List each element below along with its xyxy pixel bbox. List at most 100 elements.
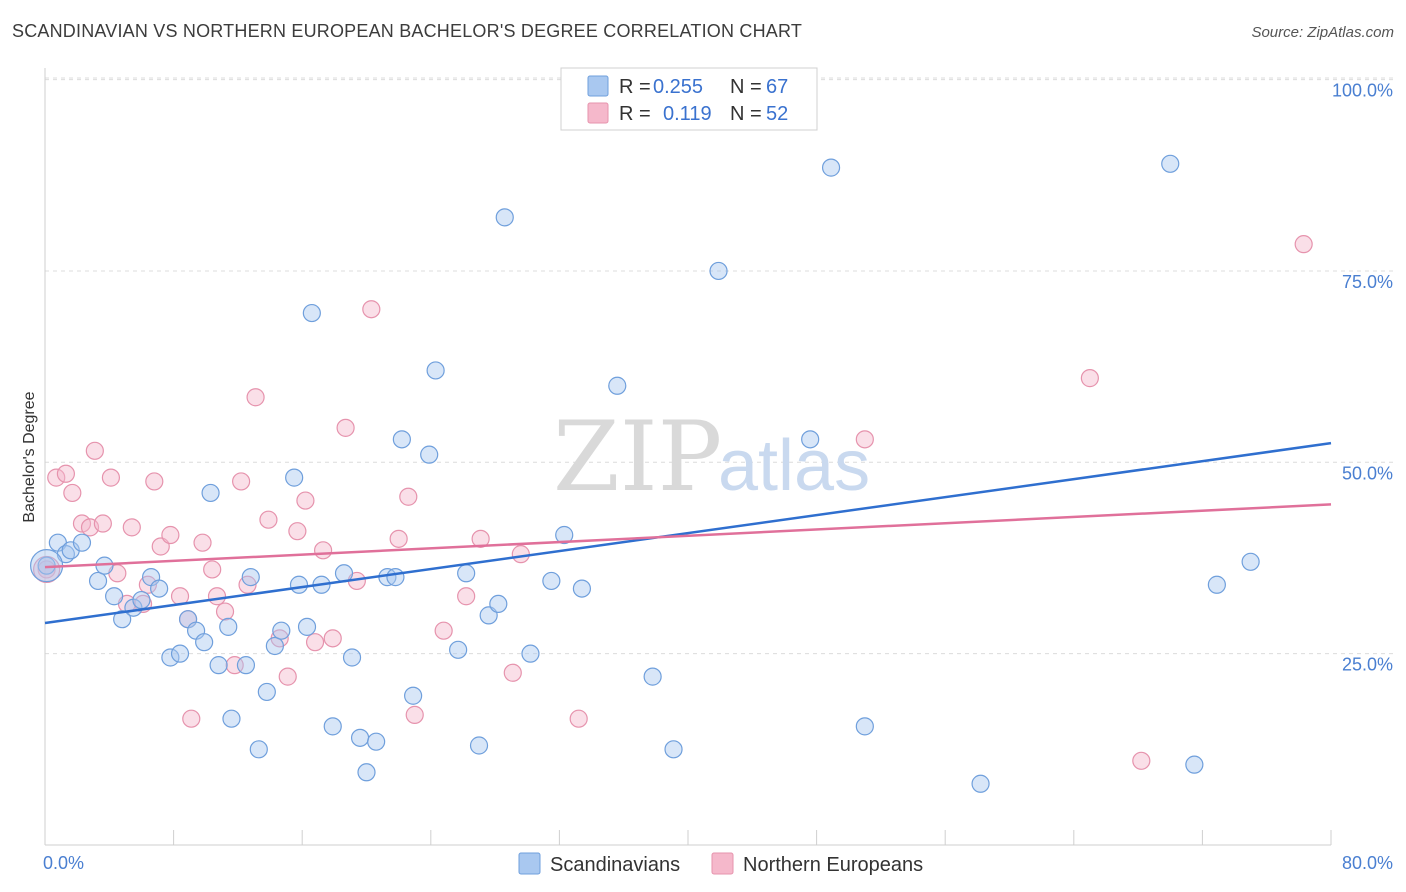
northern-europeans-point xyxy=(207,587,227,606)
scandinavians-point xyxy=(1241,552,1260,571)
northern-europeans-point xyxy=(471,529,490,548)
bottom-legend-swatch-scandinavians xyxy=(518,852,541,875)
legend-swatch-northern-europeans xyxy=(587,102,609,124)
legend-r-value-2: 0.119 xyxy=(663,103,712,125)
scandinavians-point xyxy=(449,640,468,659)
northern-europeans-point xyxy=(56,464,75,483)
bottom-legend-label-northern-europeans: Northern Europeans xyxy=(743,854,923,876)
scandinavians-point xyxy=(222,709,241,728)
scandinavians-point xyxy=(357,763,376,782)
northern-europeans-point xyxy=(323,629,342,648)
scandinavians-point xyxy=(821,158,841,177)
series-scandinavians-points xyxy=(30,154,1260,793)
northern-europeans-point xyxy=(259,510,278,529)
y-tick-labels: 25.0% 50.0% 75.0% 100.0% xyxy=(1332,81,1393,675)
scandinavians-point xyxy=(1161,154,1180,173)
scandinavians-point xyxy=(257,682,276,702)
scandinavians-point xyxy=(489,594,508,613)
northern-europeans-point xyxy=(93,514,112,533)
northern-europeans-point xyxy=(511,545,530,564)
scandinavians-point xyxy=(971,774,990,793)
source-credit: Source: ZipAtlas.com xyxy=(1251,24,1394,41)
northern-europeans-point xyxy=(362,300,381,319)
scandinavians-point xyxy=(302,303,321,323)
northern-europeans-point xyxy=(182,709,201,728)
northern-europeans-point xyxy=(457,587,476,606)
watermark: ZIP atlas xyxy=(553,401,870,513)
legend: R = 0.255 N = 67 R = 0.119 N = 52 xyxy=(560,67,818,131)
scandinavians-point xyxy=(426,361,445,380)
scandinavians-point xyxy=(392,430,411,449)
scandinavians-point xyxy=(404,686,423,705)
scandinavians-point xyxy=(285,468,304,487)
scandinavians-point xyxy=(521,644,540,663)
scandinavians-point xyxy=(272,621,291,640)
scandinavians-point xyxy=(289,575,309,594)
northern-europeans-point xyxy=(215,602,235,621)
scandinavians-point xyxy=(495,208,514,227)
chart-title: SCANDINAVIAN VS NORTHERN EUROPEAN BACHEL… xyxy=(12,21,803,41)
northern-europeans-point xyxy=(503,663,522,682)
scandinavians-point xyxy=(170,644,190,663)
legend-r-label-2: R = xyxy=(619,103,651,125)
northern-europeans-point xyxy=(161,525,180,545)
northern-europeans-point xyxy=(313,541,333,560)
northern-europeans-point xyxy=(569,709,588,728)
scandinavians-point xyxy=(367,732,386,751)
scandinavians-point xyxy=(420,445,439,464)
watermark-zip: ZIP xyxy=(553,401,722,513)
northern-europeans-point xyxy=(336,418,355,437)
legend-n-value-2: 52 xyxy=(766,103,788,125)
scandinavians-point xyxy=(386,568,405,587)
scandinavians-point xyxy=(249,740,268,759)
northern-europeans-point xyxy=(1132,751,1151,770)
scandinavians-point xyxy=(88,571,108,591)
northern-europeans-point xyxy=(389,529,408,548)
scandinavians-point xyxy=(542,571,561,591)
northern-europeans-point xyxy=(405,705,424,724)
northern-europeans-point xyxy=(434,621,453,640)
legend-r-label-1: R = xyxy=(619,76,651,98)
northern-europeans-point xyxy=(63,483,82,503)
scandinavians-point xyxy=(105,587,124,606)
scandinavians-point xyxy=(195,633,214,652)
northern-europeans-point xyxy=(193,533,212,552)
x-tick-label-min: 0.0% xyxy=(43,853,84,873)
y-tick-label-100: 100.0% xyxy=(1332,81,1393,101)
northern-europeans-point xyxy=(296,491,315,510)
northern-europeans-point xyxy=(246,388,265,407)
scandinavians-point xyxy=(643,667,662,686)
scandinavians-point xyxy=(209,656,228,675)
scandinavians-point xyxy=(664,740,683,759)
grid-lines xyxy=(45,77,1393,655)
northern-europeans-point xyxy=(203,560,222,579)
legend-r-value-1: 0.255 xyxy=(653,76,703,98)
northern-europeans-point xyxy=(145,472,164,491)
northern-europeans-point xyxy=(855,430,874,449)
scandinavians-point xyxy=(201,483,220,503)
northern-europeans-trend-line xyxy=(44,503,1332,569)
scandinavians-point xyxy=(855,717,874,736)
scandinavians-point xyxy=(323,717,342,736)
series-northern-europeans-points xyxy=(33,235,1313,770)
scandinavians-point xyxy=(72,533,92,552)
scandinavians-point xyxy=(350,728,370,747)
scandinavians-point xyxy=(113,610,132,629)
scandinavians-point xyxy=(236,656,256,675)
northern-europeans-point xyxy=(1294,235,1313,254)
northern-europeans-point xyxy=(1080,369,1099,388)
bottom-legend-swatch-northern-europeans xyxy=(711,852,734,875)
y-axis-label: Bachelor's Degree xyxy=(21,391,38,522)
northern-europeans-point xyxy=(101,468,121,487)
northern-europeans-point xyxy=(122,518,141,537)
scandinavians-point xyxy=(572,579,592,598)
y-tick-label-25: 25.0% xyxy=(1342,655,1393,675)
trend-lines xyxy=(44,441,1332,625)
x-tick-labels: 0.0% 80.0% xyxy=(43,853,1393,873)
x-tick-label-max: 80.0% xyxy=(1342,853,1393,873)
y-tick-label-75: 75.0% xyxy=(1342,272,1393,292)
scandinavians-point xyxy=(132,590,151,610)
scandinavians-point xyxy=(219,617,238,636)
legend-n-value-1: 67 xyxy=(766,76,788,98)
